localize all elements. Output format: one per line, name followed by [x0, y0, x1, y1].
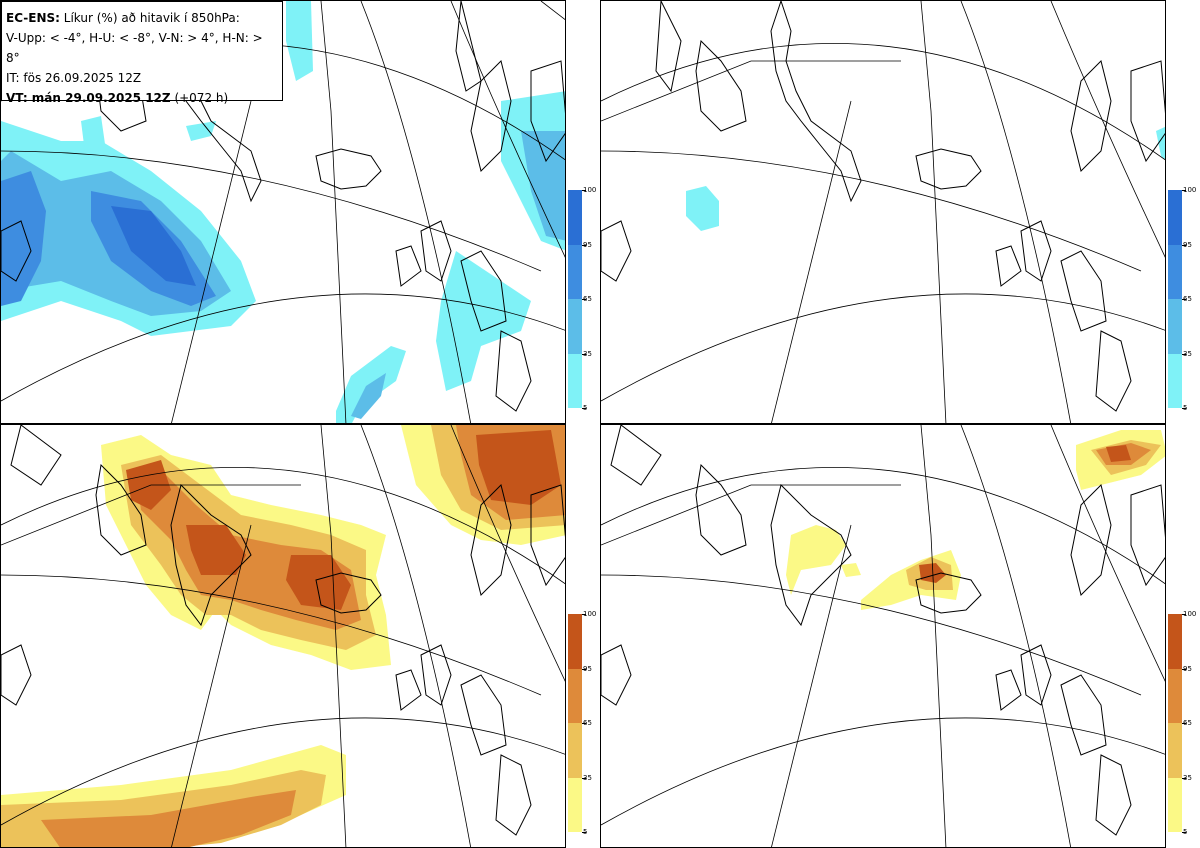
coastlines [601, 425, 1165, 836]
colorbar-segment [1168, 190, 1182, 245]
colorbar-segment [1168, 244, 1182, 299]
colorbar-cold-tr: 100 95 65 35 5 [1168, 186, 1196, 412]
colorbar-segment [1168, 353, 1182, 408]
colorbar-segment [1168, 777, 1182, 832]
colorbar-tick-label: 35 [1183, 349, 1192, 358]
colorbar-tick-label: 100 [1183, 610, 1197, 618]
colorbar-tick-label: 35 [1183, 773, 1192, 782]
probability-map [1, 425, 565, 847]
colorbar-warm-bl: 100 95 65 35 5 [568, 610, 596, 836]
colorbar-tick [582, 190, 586, 191]
colorbar-tick [582, 353, 586, 355]
probability-shading [1, 425, 565, 847]
probability-shading [686, 126, 1165, 231]
colorbar-tick-label: 95 [583, 664, 592, 673]
colorbar-tick [1182, 299, 1186, 300]
colorbar-tick [582, 299, 586, 300]
colorbar-tick-label: 100 [1183, 186, 1197, 194]
colorbar-cold-tl: 100 95 65 35 5 [568, 186, 596, 412]
coastlines [601, 1, 1165, 412]
colorbar-tick-label: 5 [583, 828, 588, 836]
colorbar-segment [568, 777, 582, 832]
colorbar-tick [1182, 614, 1186, 615]
valid-time-text: VT: mán 29.09.2025 12Z [6, 91, 171, 105]
colorbar-segment [568, 190, 582, 245]
colorbar-tick [1182, 244, 1186, 246]
colorbar-segment [568, 299, 582, 354]
map-panel-warm-8 [600, 424, 1166, 848]
colorbar-tick-label: 100 [583, 610, 597, 618]
colorbar-segment [1168, 614, 1182, 669]
colorbar-segment [1168, 668, 1182, 723]
colorbar-segment [568, 244, 582, 299]
colorbar-tick [1182, 832, 1186, 833]
colorbar-tick [582, 668, 586, 670]
colorbar-segment [568, 353, 582, 408]
colorbar-tick [1182, 190, 1186, 191]
init-time-text: IT: fös 26.09.2025 12Z [6, 71, 142, 85]
colorbar-tick [582, 244, 586, 246]
colorbar-segment [1168, 723, 1182, 778]
colorbar-tick-label: 65 [583, 719, 592, 727]
colorbar-tick-label: 35 [583, 773, 592, 782]
info-box: EC-ENS: Líkur (%) að hitavik í 850hPa: V… [1, 1, 283, 105]
graticule [601, 425, 1165, 847]
colorbar-tick-label: 35 [583, 349, 592, 358]
colorbar-tick [1182, 777, 1186, 779]
colorbar-tick [582, 832, 586, 833]
probability-map [601, 1, 1165, 423]
colorbar-tick [582, 723, 586, 724]
colorbar-tick-label: 100 [583, 186, 597, 194]
colorbar-tick-label: 65 [1183, 719, 1192, 727]
map-panel-cold-8 [600, 0, 1166, 424]
thresholds-text: V-Upp: < -4°, H-U: < -8°, V-N: > 4°, H-N… [6, 31, 263, 65]
colorbar-tick-label: 5 [583, 404, 588, 412]
colorbar-tick [1182, 668, 1186, 670]
colorbar-segment [568, 668, 582, 723]
colorbar-tick [582, 408, 586, 409]
coastlines [1, 425, 565, 836]
colorbar-tick-label: 5 [1183, 828, 1188, 836]
map-panel-cold-4: EC-ENS: Líkur (%) að hitavik í 850hPa: V… [0, 0, 566, 424]
probability-map [601, 425, 1165, 847]
colorbar-tick [1182, 353, 1186, 355]
colorbar-tick-label: 95 [1183, 664, 1192, 673]
colorbar-tick [582, 614, 586, 615]
colorbar-tick-label: 5 [1183, 404, 1188, 412]
probability-shading [786, 430, 1165, 610]
colorbar-tick [582, 777, 586, 779]
colorbar-segment [568, 614, 582, 669]
colorbar-tick-label: 95 [583, 240, 592, 249]
graticule [1, 425, 565, 847]
colorbar-segment [568, 723, 582, 778]
colorbar-tick [1182, 723, 1186, 724]
map-panel-warm-4 [0, 424, 566, 848]
graticule [601, 1, 1165, 423]
model-label: EC-ENS: [6, 11, 60, 25]
title-text: Líkur (%) að hitavik í 850hPa: [63, 11, 240, 25]
colorbar-tick-label: 95 [1183, 240, 1192, 249]
colorbar-tick-label: 65 [1183, 295, 1192, 303]
colorbar-warm-br: 100 95 65 35 5 [1168, 610, 1196, 836]
colorbar-segment [1168, 299, 1182, 354]
probability-shading [1, 1, 565, 423]
probability-map [1, 1, 565, 423]
lead-time-text: (+072 h) [174, 91, 229, 105]
colorbar-tick-label: 65 [583, 295, 592, 303]
colorbar-tick [1182, 408, 1186, 409]
